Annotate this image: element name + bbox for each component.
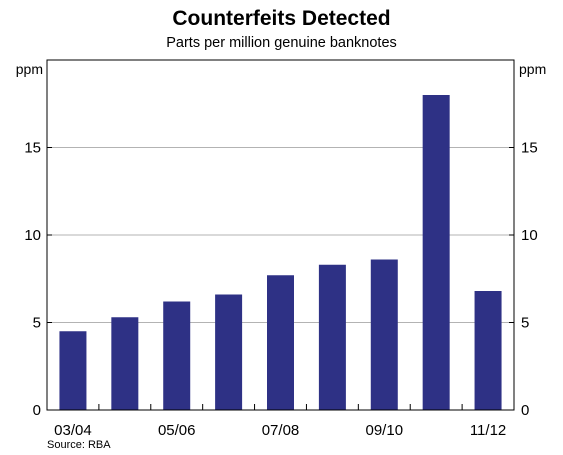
x-tick-label: 03/04 xyxy=(54,422,92,439)
y-unit-right: ppm xyxy=(519,61,546,77)
source-note: Source: RBA xyxy=(47,439,111,451)
y-tick-label-left: 5 xyxy=(33,315,41,332)
bar-05-06 xyxy=(163,301,191,410)
bar-07-08 xyxy=(267,275,294,410)
y-tick-label-left: 0 xyxy=(33,402,41,419)
chart-title: Counterfeits Detected xyxy=(172,7,391,30)
x-axis-ticks: 03/04 05/06 07/08 09/10 11/12 xyxy=(54,404,506,439)
y-tick-label-left: 10 xyxy=(24,227,41,244)
bar-06-07 xyxy=(215,294,243,410)
y-axis-right: 0 5 10 15 xyxy=(509,140,538,419)
y-tick-label-right: 5 xyxy=(521,315,529,332)
y-axis-left: 0 5 10 15 xyxy=(24,140,52,419)
x-tick-label: 09/10 xyxy=(366,422,404,439)
y-unit-left: ppm xyxy=(16,61,43,77)
y-tick-label-right: 10 xyxy=(521,227,538,244)
bar-09-10 xyxy=(370,259,398,410)
chart-subtitle: Parts per million genuine banknotes xyxy=(166,35,397,51)
bar-11-12 xyxy=(474,291,502,410)
bars xyxy=(59,95,502,410)
bar-04-05 xyxy=(111,317,139,410)
y-tick-label-right: 0 xyxy=(521,402,529,419)
x-tick-label: 05/06 xyxy=(158,422,196,439)
x-tick-label: 11/12 xyxy=(470,422,506,439)
y-tick-label-left: 15 xyxy=(24,140,41,157)
bar-10-11 xyxy=(422,95,450,410)
y-tick-label-right: 15 xyxy=(521,140,538,157)
x-tick-label: 07/08 xyxy=(262,422,300,439)
bar-03-04 xyxy=(59,331,87,410)
bar-08-09 xyxy=(318,264,346,410)
